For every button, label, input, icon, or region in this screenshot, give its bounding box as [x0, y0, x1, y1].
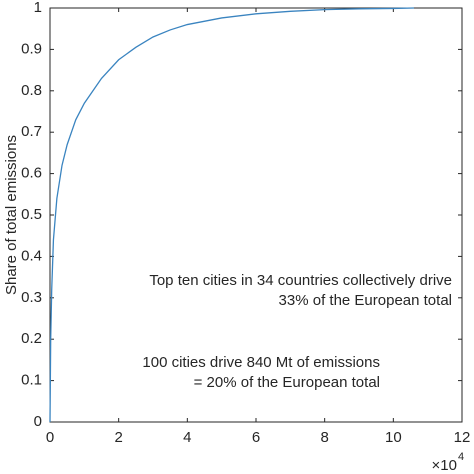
x-multiplier-base: ×10	[432, 457, 457, 474]
annotation: Top ten cities in 34 countries collectiv…	[149, 272, 452, 289]
y-tick-label: 0.4	[21, 247, 42, 264]
line	[49, 7, 414, 423]
annotation: 100 cities drive 840 Mt of emissions	[142, 354, 380, 371]
y-tick-label: 0.2	[21, 330, 42, 347]
y-tick-label: 1	[34, 0, 42, 16]
y-tick-label: 0	[34, 413, 42, 430]
y-tick-label: 0.9	[21, 40, 42, 57]
y-axis-label: Share of total emissions	[3, 135, 20, 295]
x-tick-label: 2	[114, 429, 122, 446]
x-tick-label: 0	[46, 429, 54, 446]
y-tick-label: 0.1	[21, 372, 42, 389]
annotation: = 20% of the European total	[194, 374, 380, 391]
x-tick-label: 10	[385, 429, 402, 446]
plot-box	[49, 7, 463, 423]
annotation: 33% of the European total	[279, 292, 452, 309]
x-tick-label: 12	[454, 429, 471, 446]
x-tick-label: 6	[252, 429, 260, 446]
x-tick-label: 4	[183, 429, 191, 446]
y-tick-label: 0.6	[21, 165, 42, 182]
x-multiplier-exponent: 4	[458, 451, 464, 463]
y-tick-label: 0.3	[21, 289, 42, 306]
y-tick-label: 0.8	[21, 82, 42, 99]
y-tick-label: 0.5	[21, 206, 42, 223]
y-tick-label: 0.7	[21, 123, 42, 140]
x-tick-label: 8	[320, 429, 328, 446]
